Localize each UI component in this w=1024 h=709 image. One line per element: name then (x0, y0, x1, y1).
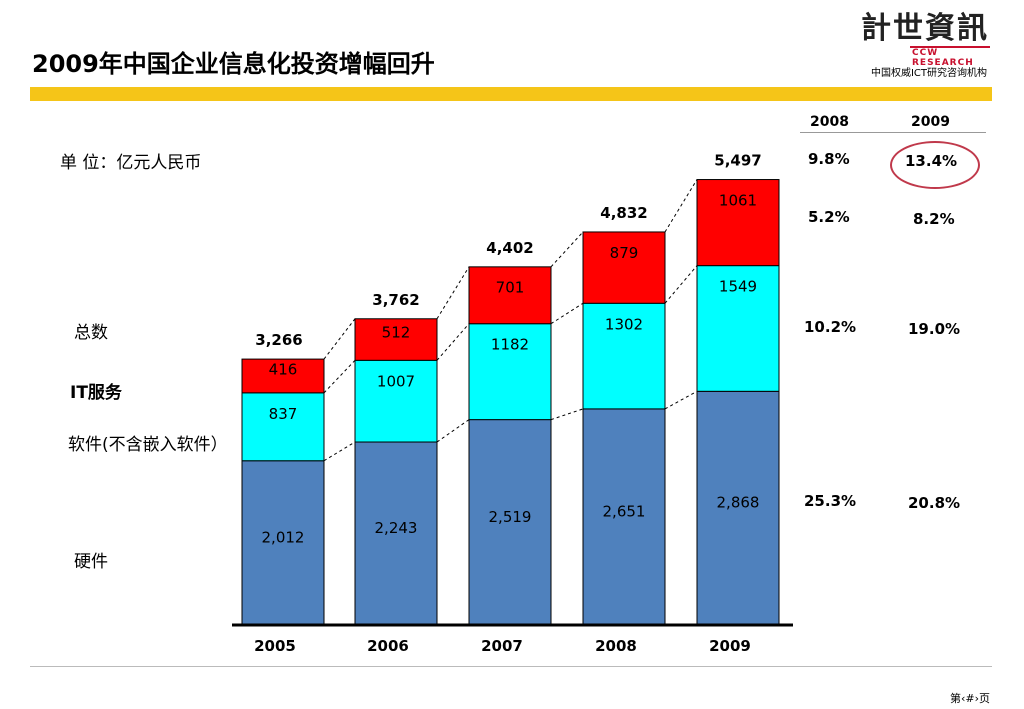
data-label-it-services-2008: 879 (610, 244, 639, 262)
connector-line-software-2 (550, 302, 584, 325)
bar-segment-software-2006 (354, 359, 438, 443)
data-label-hardware-2007: 2,519 (489, 508, 532, 526)
total-label-2008: 4,832 (600, 204, 647, 222)
title-underline-bar (30, 87, 992, 101)
growth-header-2008: 2008 (810, 114, 849, 130)
connector-line-hardware-2 (550, 408, 584, 421)
page-number: 第‹#›页 (950, 692, 991, 705)
data-label-software-2009: 1549 (719, 278, 757, 296)
bar-segment-it-services-2005 (241, 358, 325, 394)
logo-subtitle: 中国权威ICT研究咨询机构 (870, 68, 988, 79)
bar-segment-it-services-2006 (354, 318, 438, 361)
connector-line-total-0 (323, 318, 356, 360)
data-label-hardware-2006: 2,243 (375, 519, 418, 537)
data-label-software-2008: 1302 (605, 315, 643, 333)
data-label-it-services-2007: 701 (496, 278, 525, 296)
it-services-label: IT服务 (70, 383, 122, 403)
logo-english: CCW RESEARCH (912, 48, 974, 68)
logo-chinese: 計世資訊 (861, 11, 989, 46)
bar-segment-software-2007 (468, 323, 552, 421)
total-label-2006: 3,762 (372, 291, 419, 309)
data-label-it-services-2006: 512 (382, 323, 411, 341)
growth-hardware-2009: 20.8% (908, 494, 961, 512)
connector-line-hardware-0 (323, 441, 356, 462)
data-label-it-services-2005: 416 (269, 360, 298, 378)
bar-segment-hardware-2008 (582, 408, 666, 625)
growth-hardware-2008: 25.3% (804, 492, 857, 510)
footer-divider (30, 666, 992, 667)
growth-it-services-2009: 8.2% (913, 210, 955, 228)
bar-segment-software-2009 (696, 265, 780, 392)
data-label-software-2006: 1007 (377, 372, 415, 390)
x-tick-label-2005: 2005 (254, 637, 296, 655)
connector-line-hardware-1 (436, 419, 470, 443)
data-label-hardware-2009: 2,868 (717, 494, 760, 512)
growth-software-2008: 10.2% (804, 318, 857, 336)
connector-line-software-3 (664, 265, 698, 304)
total-label-2007: 4,402 (486, 239, 533, 257)
data-label-hardware-2008: 2,651 (603, 502, 646, 520)
category-label-hardware: 硬件 (74, 552, 108, 572)
growth-it-services-2008: 5.2% (808, 208, 850, 226)
ccw-research-logo: 計世資訊 CCW RESEARCH 中国权威ICT研究咨询机构 (858, 11, 992, 79)
connector-line-total-3 (664, 179, 698, 233)
bar-segment-hardware-2005 (241, 460, 325, 625)
growth-total-2008: 9.8% (808, 150, 850, 168)
bar-segment-hardware-2007 (468, 419, 552, 625)
total-label-2009: 5,497 (714, 152, 761, 170)
category-label-total: 总数 (74, 323, 108, 343)
bar-segment-it-services-2007 (468, 266, 552, 325)
bar-segment-software-2005 (241, 392, 325, 462)
data-label-it-services-2009: 1061 (719, 192, 757, 210)
page-title: 2009年中国企业信息化投资增幅回升 (32, 50, 435, 78)
data-label-hardware-2005: 2,012 (262, 528, 305, 546)
connector-line-total-2 (550, 231, 584, 268)
x-tick-label-2009: 2009 (709, 637, 751, 655)
category-label-software: 软件(不含嵌入软件） (68, 435, 228, 455)
growth-software-2009: 19.0% (908, 320, 961, 338)
connector-line-hardware-3 (664, 390, 698, 410)
connector-line-software-0 (323, 359, 356, 394)
highlight-circle (890, 141, 980, 189)
growth-table-divider (800, 132, 986, 133)
data-label-software-2005: 837 (269, 405, 298, 423)
x-tick-label-2006: 2006 (367, 637, 409, 655)
x-tick-label-2008: 2008 (595, 637, 637, 655)
total-label-2005: 3,266 (255, 331, 302, 349)
category-label-it-services: IT服务 (70, 378, 122, 403)
logo-divider (910, 46, 990, 48)
connector-line-total-1 (436, 266, 470, 320)
unit-label: 单 位：亿元人民币 (60, 153, 202, 173)
bar-segment-it-services-2009 (696, 179, 780, 267)
connector-line-software-1 (436, 323, 470, 361)
x-tick-label-2007: 2007 (481, 637, 523, 655)
bar-segment-it-services-2008 (582, 231, 666, 304)
growth-total-2009: 13.4% (905, 152, 958, 170)
bar-segment-hardware-2009 (696, 390, 780, 625)
growth-header-2009: 2009 (911, 114, 950, 130)
data-label-software-2007: 1182 (491, 336, 529, 354)
